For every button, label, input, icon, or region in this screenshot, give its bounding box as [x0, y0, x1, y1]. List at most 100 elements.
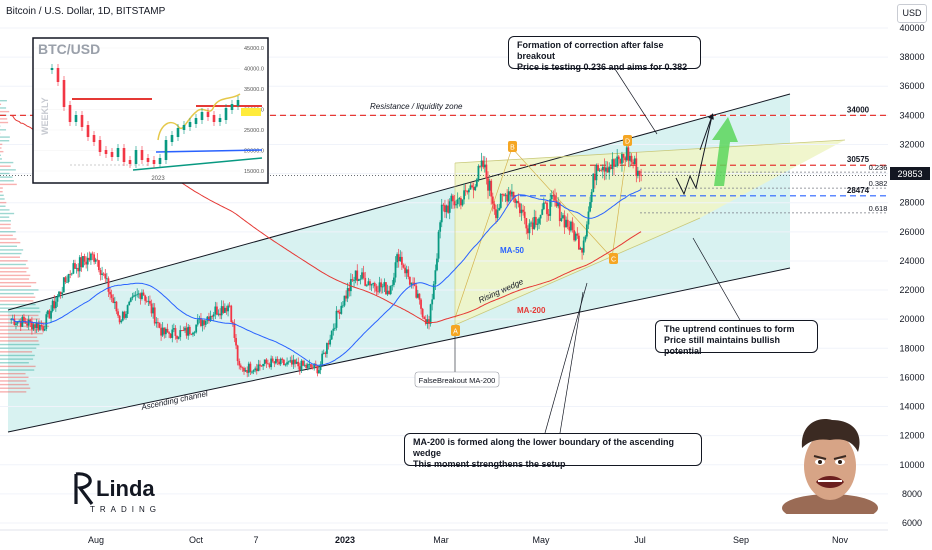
- x-axis-panel[interactable]: [0, 530, 932, 550]
- projection-path: [675, 115, 713, 196]
- marker-c-label: C: [611, 257, 616, 264]
- candle-body: [576, 233, 579, 236]
- candle-body: [337, 310, 340, 313]
- callout-bottom-pointer-2: [559, 291, 584, 434]
- candle-body: [570, 221, 572, 231]
- candle-body: [134, 294, 137, 296]
- candle-body: [231, 322, 234, 324]
- candle-body: [381, 286, 384, 288]
- candle-body: [201, 320, 204, 326]
- y-axis-panel[interactable]: [888, 24, 932, 530]
- chart-header-title[interactable]: Bitcoin / U.S. Dollar, 1D, BITSTAMP: [6, 6, 166, 17]
- volume-profile-bar: [0, 365, 36, 368]
- candle-body: [113, 301, 116, 303]
- candle-body: [397, 254, 400, 262]
- candle-body: [255, 368, 258, 372]
- candle-body: [539, 214, 542, 219]
- candle-body: [499, 193, 502, 208]
- candle-body: [356, 270, 359, 282]
- inset-candle-body: [128, 160, 132, 164]
- candle-body: [305, 364, 308, 368]
- candle-body: [439, 222, 442, 232]
- candle-body: [23, 316, 25, 321]
- volume-profile-bar: [0, 252, 22, 255]
- volume-profile-bar: [0, 354, 35, 357]
- candle-body: [120, 320, 123, 323]
- candle-body: [389, 285, 392, 295]
- candle-body: [249, 363, 252, 373]
- inset-candle-body: [188, 122, 192, 127]
- volume-profile-bar: [0, 358, 34, 360]
- volume-profile-bar: [0, 107, 7, 109]
- candle-body: [284, 364, 287, 366]
- y-tick-label: 36000: [899, 81, 924, 91]
- candle-body: [219, 313, 221, 316]
- candle-body: [54, 301, 57, 309]
- inset-candle-body: [200, 112, 204, 120]
- candle-body: [117, 311, 119, 316]
- inset-candle-body: [158, 158, 162, 164]
- volume-profile-bar: [0, 129, 7, 131]
- candle-body: [501, 193, 504, 195]
- candle-body: [141, 292, 143, 299]
- inset-candle-body: [104, 150, 108, 154]
- candle-body: [27, 319, 30, 326]
- inset-candle-body: [86, 125, 90, 137]
- candle-body: [611, 159, 614, 169]
- candle-body: [263, 359, 266, 364]
- candle-body: [313, 363, 316, 369]
- linda-trading-logo: Linda TRADING: [74, 472, 156, 514]
- y-tick-label: 18000: [899, 343, 924, 353]
- callout-right-line-1: The uptrend continues to form: [664, 324, 795, 334]
- candle-body: [19, 320, 22, 327]
- candle-body: [131, 296, 134, 299]
- volume-profile-bar: [0, 325, 50, 328]
- candle-body: [152, 307, 155, 314]
- candle-body: [182, 330, 185, 331]
- callout-right-pointer: [692, 237, 741, 321]
- candle-body: [415, 285, 418, 298]
- volume-profile-bar: [0, 271, 27, 273]
- candle-body: [424, 319, 427, 324]
- logo-text: Linda: [96, 476, 155, 501]
- candle-body: [67, 273, 70, 282]
- marker-c: C: [609, 253, 618, 264]
- candle-body: [62, 277, 65, 293]
- candle-body: [42, 326, 44, 331]
- candle-body: [228, 305, 231, 307]
- candle-body: [475, 179, 478, 187]
- candle-body: [479, 165, 481, 167]
- candle-body: [361, 272, 363, 279]
- candle-body: [252, 370, 255, 372]
- candle-body: [90, 253, 92, 261]
- volume-profile-bar: [0, 249, 24, 251]
- volume-profile-bar: [0, 147, 2, 149]
- candle-body: [584, 236, 587, 241]
- candle-body: [640, 174, 642, 176]
- ma-50-line: [11, 188, 642, 366]
- level-label-30575: 30575: [847, 155, 870, 164]
- candle-body: [542, 202, 545, 210]
- ascending-channel-upper-line: [7, 93, 791, 311]
- candle-body: [440, 204, 443, 223]
- candle-body: [469, 185, 472, 190]
- volume-profile-bar: [0, 172, 10, 175]
- volume-profile-bar: [0, 180, 14, 182]
- candle-body: [632, 162, 635, 165]
- candle-body: [447, 205, 450, 213]
- candle-body: [326, 343, 328, 354]
- volume-profile-bar: [0, 216, 10, 218]
- currency-button[interactable]: USD: [897, 4, 927, 23]
- volume-profile-bar: [0, 296, 36, 298]
- volume-profile-bar: [0, 169, 16, 171]
- candle-body: [437, 231, 440, 259]
- marker-a: A: [451, 325, 460, 336]
- volume-profile-bar: [0, 205, 6, 207]
- candle-body: [557, 202, 560, 207]
- level-labels: 34000 30575 28474 0.236 0.382 0.618: [847, 105, 888, 213]
- inset-x-label: 2023: [151, 176, 165, 182]
- candle-body: [74, 263, 76, 269]
- volume-profile-bar: [0, 347, 37, 349]
- candle-body: [429, 304, 432, 324]
